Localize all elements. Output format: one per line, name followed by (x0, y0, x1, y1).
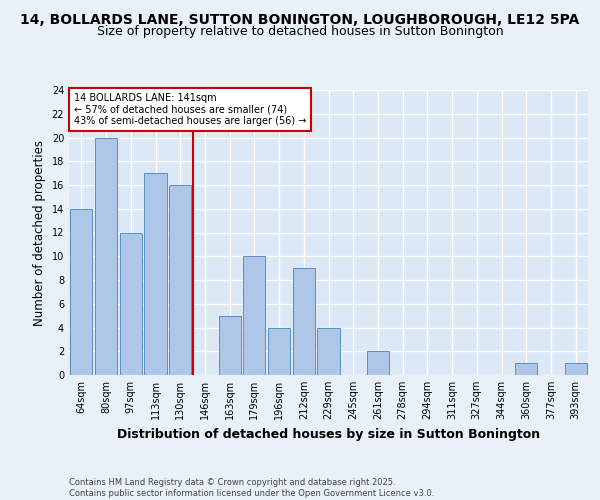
Text: 14 BOLLARDS LANE: 141sqm
← 57% of detached houses are smaller (74)
43% of semi-d: 14 BOLLARDS LANE: 141sqm ← 57% of detach… (74, 93, 307, 126)
Bar (95, 138, 117, 375)
X-axis label: Distribution of detached houses by size in Sutton Bonington: Distribution of detached houses by size … (117, 428, 540, 440)
Bar (367, 351, 389, 375)
Y-axis label: Number of detached properties: Number of detached properties (33, 140, 46, 326)
Bar (268, 328, 290, 375)
Bar (515, 363, 538, 375)
Text: 14, BOLLARDS LANE, SUTTON BONINGTON, LOUGHBOROUGH, LE12 5PA: 14, BOLLARDS LANE, SUTTON BONINGTON, LOU… (20, 12, 580, 26)
Bar (243, 256, 265, 375)
Bar (565, 363, 587, 375)
Bar (293, 268, 315, 375)
Bar (119, 232, 142, 375)
Text: Contains HM Land Registry data © Crown copyright and database right 2025.
Contai: Contains HM Land Registry data © Crown c… (69, 478, 434, 498)
Bar (145, 173, 167, 375)
Bar (218, 316, 241, 375)
Bar (70, 209, 92, 375)
Text: Size of property relative to detached houses in Sutton Bonington: Size of property relative to detached ho… (97, 25, 503, 38)
Bar (169, 185, 191, 375)
Bar (317, 328, 340, 375)
